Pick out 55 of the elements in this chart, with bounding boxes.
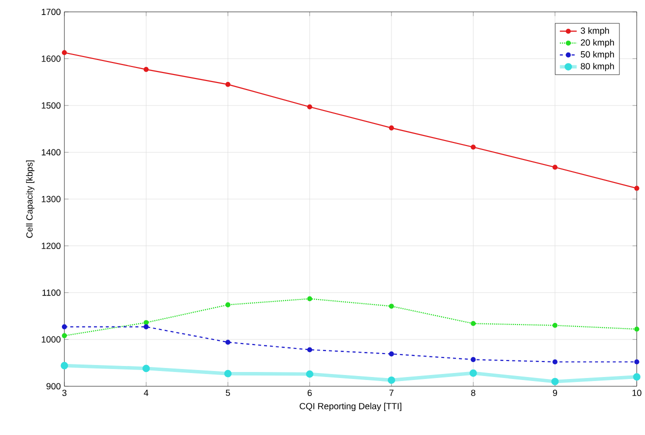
point <box>470 144 476 150</box>
point <box>551 378 559 386</box>
point <box>307 347 312 352</box>
point <box>634 186 640 191</box>
y-tick-label: 1300 <box>42 196 61 202</box>
y-tick-label: 1600 <box>42 56 61 62</box>
x-tick-label: 5 <box>226 390 230 396</box>
x-tick-label: 7 <box>389 390 394 396</box>
point <box>144 67 149 72</box>
legend-label: 3 kmph <box>580 27 609 36</box>
point <box>142 364 150 372</box>
y-tick-label: 1200 <box>42 242 61 250</box>
x-tick-label: 3 <box>62 390 66 396</box>
point <box>633 373 640 381</box>
point <box>307 296 312 302</box>
point <box>144 320 149 326</box>
point <box>306 370 314 378</box>
point <box>634 326 640 332</box>
point <box>144 324 149 330</box>
legend-label: 80 kmph <box>580 62 614 72</box>
point <box>470 370 477 377</box>
legend-label: 20 kmph <box>580 39 614 48</box>
y-axis-title: Cell Capacity [kbps] <box>26 160 34 238</box>
point <box>225 302 230 308</box>
point <box>552 323 558 328</box>
x-tick-label: 4 <box>144 390 148 396</box>
point <box>470 357 476 362</box>
y-tick-label: 1500 <box>42 102 61 109</box>
point <box>388 376 396 384</box>
point <box>224 370 232 378</box>
point <box>62 333 67 338</box>
y-tick-label: 1000 <box>42 336 61 343</box>
x-tick-label: 10 <box>632 390 642 396</box>
legend-label: 50 kmph <box>580 51 614 60</box>
x-tick-label: 8 <box>471 390 476 396</box>
x-tick-label: 9 <box>552 390 558 396</box>
point <box>225 82 230 88</box>
point <box>634 360 640 365</box>
point <box>388 352 394 357</box>
point <box>470 321 476 326</box>
point <box>225 340 230 345</box>
y-tick-label: 1700 <box>42 8 61 16</box>
x-tick-label: 6 <box>308 390 312 396</box>
y-tick-label: 1400 <box>42 149 61 156</box>
point <box>62 50 67 56</box>
point <box>62 324 67 330</box>
y-tick-label: 900 <box>46 383 61 390</box>
y-tick-label: 1100 <box>42 290 61 296</box>
point <box>388 126 394 131</box>
point <box>307 104 312 110</box>
point <box>552 360 558 365</box>
point <box>60 362 68 370</box>
point <box>388 304 394 309</box>
point <box>552 164 558 170</box>
x-axis-title: CQI Reporting Delay [TTI] <box>300 402 402 412</box>
